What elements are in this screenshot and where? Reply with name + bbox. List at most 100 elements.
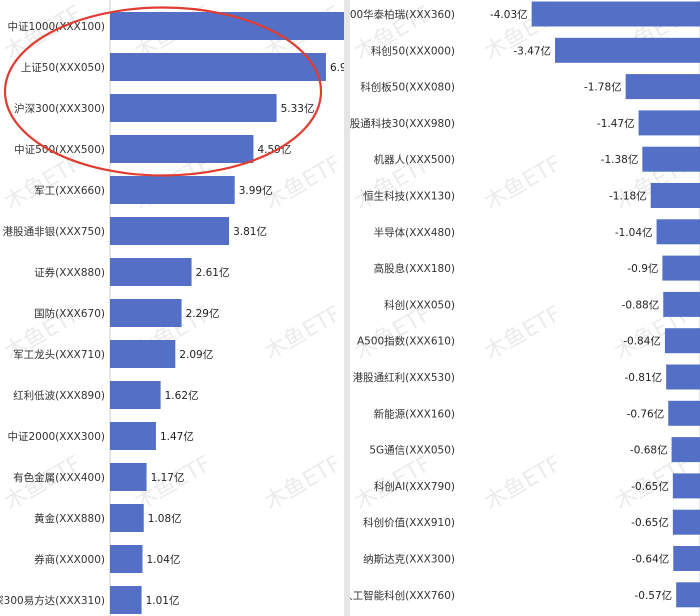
category-label: 沪深300(XXX300)	[14, 102, 105, 115]
data-label: -0.76亿	[627, 407, 665, 420]
watermark-text: 木鱼ETF	[261, 452, 345, 516]
data-label: 1.62亿	[165, 389, 199, 402]
category-label: 科创板50(XXX080)	[360, 81, 455, 94]
bar	[110, 53, 326, 81]
category-label: 国防(XXX670)	[34, 307, 105, 320]
category-label: 科创50(XXX000)	[371, 44, 455, 57]
bar	[676, 582, 700, 608]
watermark-text: 木鱼ETF	[481, 452, 566, 516]
data-label: 1.08亿	[148, 512, 182, 525]
data-label: -0.65亿	[631, 480, 669, 493]
bar	[110, 299, 182, 327]
data-label: 1.04亿	[147, 553, 181, 566]
bar	[638, 110, 700, 136]
bar	[110, 381, 161, 409]
data-label: -1.04亿	[615, 226, 653, 239]
data-label: 3.99亿	[239, 184, 273, 197]
bar	[110, 176, 235, 204]
bar	[110, 12, 344, 40]
data-label: 2.09亿	[179, 348, 213, 361]
data-label: 5.33亿	[281, 102, 315, 115]
category-label: 新能源(XXX160)	[374, 407, 455, 420]
data-label: 6.91亿	[330, 61, 344, 74]
bar	[673, 546, 700, 571]
watermark-text: 木鱼ETF	[1, 2, 86, 66]
category-label: 军工龙头(XXX710)	[13, 348, 105, 361]
category-label: 上证50(XXX050)	[21, 62, 105, 74]
category-label: 人工智能科创(XXX760)	[350, 589, 455, 602]
bar	[110, 94, 277, 122]
bar	[110, 258, 192, 286]
bar	[666, 364, 700, 390]
watermark-text: 木鱼ETF	[261, 302, 345, 366]
category-label: 红利低波(XXX890)	[13, 389, 105, 402]
category-label: 纳斯达克(XXX300)	[363, 553, 455, 566]
watermark-text: 木鱼ETF	[481, 302, 566, 366]
data-label: -0.9亿	[627, 262, 658, 275]
bar	[672, 509, 700, 535]
category-label: 有色金属(XXX400)	[13, 471, 105, 484]
category-label: 中证500(XXX500)	[14, 143, 105, 156]
bar	[110, 217, 230, 245]
category-label: 沪深300易方达(XXX310)	[0, 594, 105, 607]
category-label: 科创价值(XXX910)	[363, 516, 455, 529]
category-label: A500指数(XXX610)	[357, 335, 455, 348]
bar	[662, 255, 700, 281]
bar	[642, 146, 700, 172]
bar	[663, 291, 700, 317]
bar	[110, 340, 176, 368]
data-label: -0.65亿	[631, 516, 669, 529]
data-label: -1.18亿	[609, 190, 647, 203]
data-label: 3.81亿	[233, 225, 267, 238]
data-label: -3.47亿	[513, 44, 551, 57]
category-label: 证券(XXX880)	[34, 266, 105, 279]
data-label: 1.47亿	[160, 430, 194, 443]
category-label: 中证2000(XXX300)	[7, 430, 105, 443]
bar	[531, 1, 700, 27]
category-label: 港股通非银(XXX750)	[3, 225, 105, 238]
category-label: 港股通红利(XXX530)	[353, 371, 455, 384]
category-label: 5G通信(XXX050)	[369, 445, 455, 457]
category-label: 券商(XXX000)	[34, 553, 105, 566]
category-label: 机器人(XXX500)	[374, 153, 455, 166]
category-label: 中证1000(XXX100)	[7, 20, 105, 33]
bar	[668, 400, 700, 426]
watermark-text: 木鱼ETF	[261, 152, 345, 216]
inflow-chart-panel: 木鱼ETF 木鱼ETF 木鱼ETF 木鱼ETF 木鱼ETF 木鱼ETF 木鱼ETF 木鱼ETF…	[0, 0, 344, 616]
data-label: -0.84亿	[623, 335, 661, 348]
data-label: 2.29亿	[186, 307, 220, 320]
category-label: 高股息(XXX180)	[374, 262, 455, 275]
category-label: 军工(XXX660)	[34, 185, 105, 197]
bar	[110, 586, 142, 614]
data-label: 2.61亿	[196, 266, 230, 279]
data-label: -1.47亿	[597, 117, 635, 130]
bar	[110, 422, 156, 450]
category-label: 恒生科技(XXX130)	[363, 190, 455, 203]
data-label: 1.01亿	[146, 594, 180, 607]
bar	[656, 219, 700, 245]
category-label: 科创AI(XXX790)	[374, 480, 455, 493]
bar	[110, 135, 254, 163]
category-label: 半导体(XXX480)	[374, 226, 455, 239]
data-label: -1.78亿	[584, 81, 622, 94]
data-label: -0.64亿	[632, 553, 670, 566]
data-label: -0.81亿	[624, 371, 662, 384]
data-label: -1.38亿	[601, 153, 639, 166]
bar	[671, 437, 700, 463]
data-label: -0.68亿	[630, 444, 668, 457]
data-label: -4.03亿	[490, 8, 528, 21]
bar	[664, 328, 700, 354]
bar	[672, 473, 700, 499]
watermark-text: 木鱼ETF	[481, 152, 566, 216]
bar	[555, 37, 700, 63]
bar	[110, 545, 143, 573]
bar	[650, 183, 700, 208]
category-label: 港股通科技30(XXX980)	[350, 117, 455, 130]
outflow-chart-panel: 木鱼ETF 木鱼ETF 木鱼ETF 木鱼ETF 木鱼ETF 木鱼ETF 木鱼ETF 木鱼ETF…	[350, 0, 700, 616]
data-label: -0.88亿	[622, 298, 660, 311]
highlight-ellipse	[3, 6, 323, 177]
bar	[625, 74, 700, 100]
bar	[110, 463, 147, 491]
